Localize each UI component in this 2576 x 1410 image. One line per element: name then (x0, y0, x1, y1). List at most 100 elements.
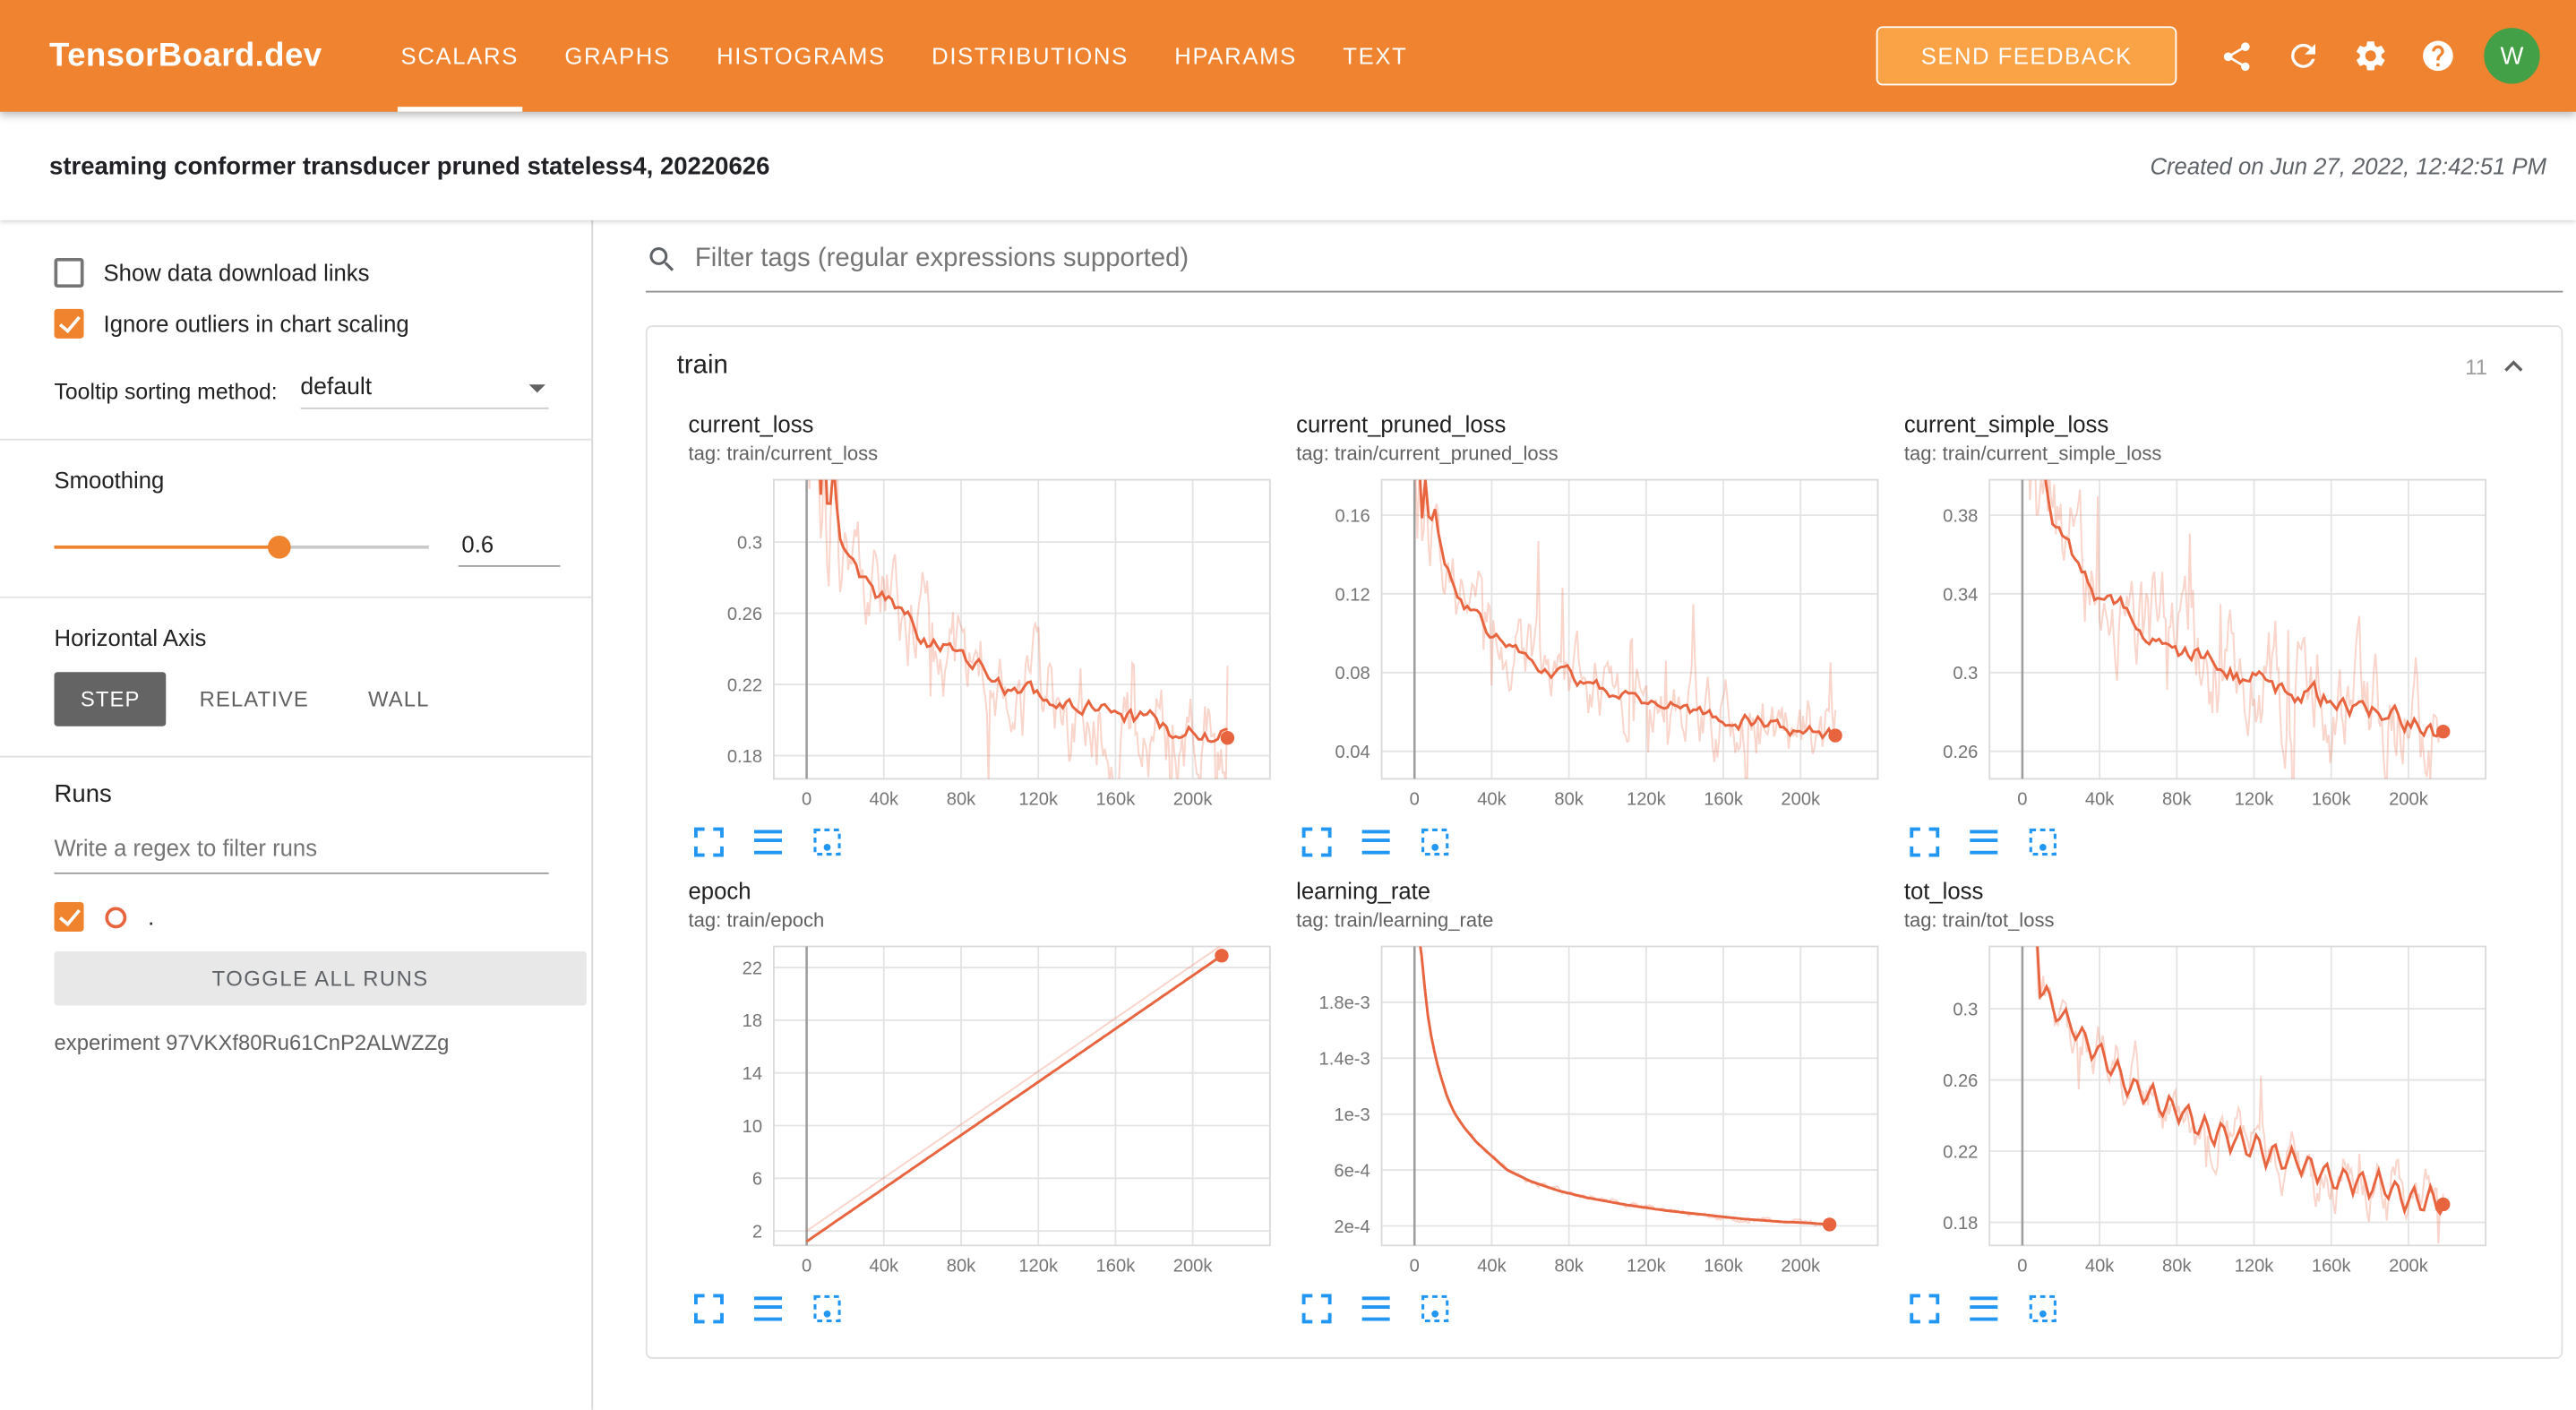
svg-text:80k: 80k (947, 1257, 976, 1277)
horizontal-axis-buttons: STEP RELATIVE WALL (54, 672, 549, 726)
show-download-links-row[interactable]: Show data download links (54, 257, 549, 288)
search-icon (649, 247, 674, 271)
svg-text:200k: 200k (1173, 790, 1214, 810)
axis-wall-button[interactable]: WALL (342, 672, 456, 726)
chart-toolbar (689, 1294, 1275, 1325)
smoothing-value-input[interactable] (458, 527, 561, 567)
axis-step-button[interactable]: STEP (54, 672, 167, 726)
main-nav: SCALARS GRAPHS HISTOGRAMS DISTRIBUTIONS … (378, 0, 1430, 112)
slider-thumb[interactable] (267, 535, 291, 559)
line-chart-epoch[interactable]: 0 40k 80k 120k 160k 200k 2 6 10 14 18 22 (689, 940, 1275, 1288)
log-scale-icon[interactable] (1361, 827, 1392, 858)
run-list-item[interactable]: . (54, 901, 549, 932)
axis-relative-button[interactable]: RELATIVE (173, 672, 335, 726)
svg-text:0.26: 0.26 (1943, 1071, 1978, 1091)
chart-card-current-simple-loss: current_simple_loss tag: train/current_s… (1904, 411, 2491, 858)
chevron-down-icon (528, 383, 545, 392)
svg-text:0: 0 (1410, 790, 1420, 810)
svg-text:40k: 40k (1477, 790, 1507, 810)
svg-text:40k: 40k (2085, 790, 2115, 810)
tab-hparams[interactable]: HPARAMS (1174, 42, 1297, 70)
avatar[interactable]: W (2484, 28, 2540, 84)
svg-text:0.22: 0.22 (1943, 1142, 1978, 1162)
tab-histograms[interactable]: HISTOGRAMS (717, 42, 886, 70)
share-icon[interactable] (2215, 35, 2258, 78)
log-scale-icon[interactable] (752, 827, 784, 858)
ignore-outliers-row[interactable]: Ignore outliers in chart scaling (54, 308, 549, 339)
fit-domain-icon[interactable] (2027, 827, 2058, 858)
svg-text:0: 0 (2017, 790, 2027, 810)
tab-distributions[interactable]: DISTRIBUTIONS (932, 42, 1129, 70)
expand-chart-icon[interactable] (1909, 827, 1940, 858)
chevron-up-icon[interactable] (2495, 348, 2531, 384)
fit-domain-icon[interactable] (1420, 827, 1451, 858)
show-download-links-checkbox[interactable] (54, 257, 84, 288)
expand-chart-icon[interactable] (1301, 827, 1333, 858)
chart-card-learning-rate: learning_rate tag: train/learning_rate 0… (1296, 877, 1883, 1324)
tab-scalars[interactable]: SCALARS (378, 0, 542, 112)
smoothing-label: Smoothing (54, 466, 165, 494)
line-chart-current-pruned-loss[interactable]: 0 40k 80k 120k 160k 200k 0.04 0.08 0.12 0.16 (1296, 473, 1883, 821)
experiment-id-label: experiment 97VKXf80Ru61CnP2ALWZZg (54, 1030, 450, 1055)
fit-domain-icon[interactable] (2027, 1294, 2058, 1325)
expand-chart-icon[interactable] (1909, 1294, 1940, 1325)
svg-text:0.16: 0.16 (1335, 506, 1370, 526)
divider (0, 596, 592, 598)
runs-regex-input[interactable] (54, 828, 549, 874)
line-chart-current-loss[interactable]: 0 40k 80k 120k 160k 200k 0.18 0.22 0.26 0.3 (689, 473, 1275, 821)
svg-text:2: 2 (752, 1222, 762, 1242)
chart-card-epoch: epoch tag: train/epoch 0 40k 80k 120k 160k 20… (689, 877, 1275, 1324)
settings-gear-icon[interactable] (2349, 35, 2392, 78)
tab-text[interactable]: TEXT (1343, 42, 1408, 70)
svg-text:0.26: 0.26 (727, 605, 762, 624)
train-group-header[interactable]: train 11 (648, 327, 2562, 398)
svg-text:0.12: 0.12 (1335, 585, 1370, 605)
svg-text:18: 18 (743, 1011, 762, 1031)
toggle-all-runs-button[interactable]: TOGGLE ALL RUNS (54, 951, 587, 1006)
line-chart-learning-rate[interactable]: 0 40k 80k 120k 160k 200k 2e-4 6e-4 1e-3 1.4e-3 1.8… (1296, 940, 1883, 1288)
chart-tag: tag: train/current_simple_loss (1903, 442, 2162, 466)
svg-text:0: 0 (802, 790, 811, 810)
ignore-outliers-label: Ignore outliers in chart scaling (103, 310, 409, 338)
tooltip-sorting-select[interactable]: default (300, 374, 549, 409)
expand-chart-icon[interactable] (693, 1294, 725, 1325)
chart-tag: tag: train/current_pruned_loss (1296, 442, 1558, 466)
refresh-icon[interactable] (2282, 35, 2325, 78)
chart-toolbar (1296, 827, 1883, 858)
smoothing-slider[interactable] (54, 535, 429, 559)
tag-filter-input[interactable] (694, 245, 2563, 275)
horizontal-axis-label: Horizontal Axis (54, 623, 207, 651)
chart-title: current_simple_loss (1903, 410, 2109, 437)
log-scale-icon[interactable] (752, 1294, 784, 1325)
ignore-outliers-checkbox[interactable] (54, 308, 84, 339)
line-chart-current-simple-loss[interactable]: 0 40k 80k 120k 160k 200k 0.26 0.3 0.34 0.38 (1904, 473, 2491, 821)
tab-graphs[interactable]: GRAPHS (564, 42, 671, 70)
svg-text:120k: 120k (1627, 790, 1667, 810)
log-scale-icon[interactable] (1361, 1294, 1392, 1325)
fit-domain-icon[interactable] (811, 1294, 843, 1325)
expand-chart-icon[interactable] (1301, 1294, 1333, 1325)
group-name: train (676, 351, 728, 380)
help-icon[interactable] (2417, 35, 2460, 78)
svg-text:6e-4: 6e-4 (1334, 1161, 1370, 1181)
chart-title: tot_loss (1903, 877, 1984, 904)
svg-text:0.04: 0.04 (1335, 743, 1370, 762)
svg-text:160k: 160k (2312, 790, 2352, 810)
fit-domain-icon[interactable] (1420, 1294, 1451, 1325)
svg-text:40k: 40k (870, 790, 899, 810)
svg-text:22: 22 (743, 959, 762, 978)
line-chart-tot-loss[interactable]: 0 40k 80k 120k 160k 200k 0.18 0.22 0.26 0.3 (1904, 940, 2491, 1288)
chart-tag: tag: train/epoch (688, 908, 825, 932)
log-scale-icon[interactable] (1968, 827, 1999, 858)
run-checkbox[interactable] (54, 901, 84, 932)
fit-domain-icon[interactable] (811, 827, 843, 858)
smoothing-control (54, 527, 561, 567)
log-scale-icon[interactable] (1968, 1294, 1999, 1325)
chart-card-current-loss: current_loss tag: train/current_loss 0 40… (689, 411, 1275, 858)
chart-tag: tag: train/tot_loss (1903, 908, 2055, 932)
svg-text:0: 0 (1410, 1257, 1420, 1277)
content: Show data download links Ignore outliers… (0, 219, 2576, 1410)
expand-chart-icon[interactable] (693, 827, 725, 858)
send-feedback-button[interactable]: SEND FEEDBACK (1876, 26, 2177, 86)
svg-text:120k: 120k (2235, 1257, 2275, 1277)
